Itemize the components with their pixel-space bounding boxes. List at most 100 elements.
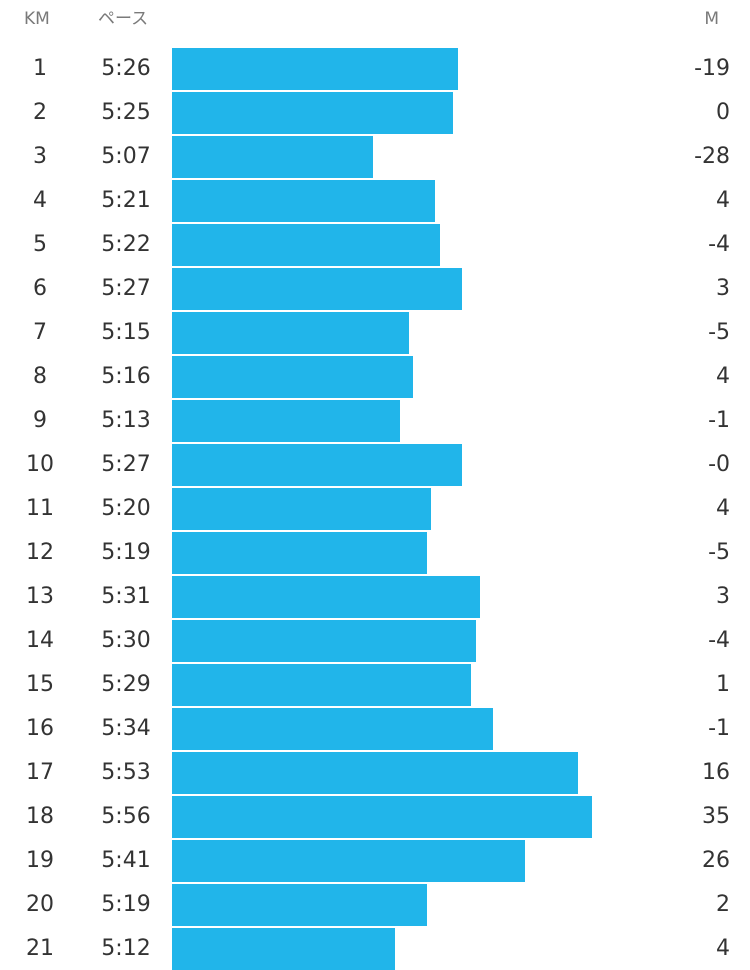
- km-label: 19: [26, 848, 54, 873]
- elevation-label: 0: [716, 100, 730, 125]
- elevation-label: 26: [702, 848, 730, 873]
- pace-label: 5:16: [101, 364, 151, 389]
- pace-bar: [172, 840, 525, 882]
- pace-bar: [172, 400, 400, 442]
- km-label: 8: [33, 364, 47, 389]
- elevation-label: -1: [708, 408, 730, 433]
- elevation-label: -4: [708, 628, 730, 653]
- split-row: 19 5:41 26: [0, 840, 750, 882]
- pace-label: 5:41: [101, 848, 151, 873]
- elevation-label: 16: [702, 760, 730, 785]
- pace-bar: [172, 532, 427, 574]
- km-label: 7: [33, 320, 47, 345]
- pace-label: 5:27: [101, 452, 151, 477]
- pace-bar: [172, 796, 592, 838]
- pace-bar: [172, 488, 431, 530]
- pace-label: 5:53: [101, 760, 151, 785]
- split-row: 4 5:21 4: [0, 180, 750, 222]
- km-label: 9: [33, 408, 47, 433]
- split-row: 17 5:53 16: [0, 752, 750, 794]
- split-row: 11 5:20 4: [0, 488, 750, 530]
- km-label: 5: [33, 232, 47, 257]
- pace-bar: [172, 884, 427, 926]
- pace-label: 5:12: [101, 936, 151, 961]
- elevation-label: 4: [716, 188, 730, 213]
- split-row: 7 5:15 -5: [0, 312, 750, 354]
- split-row: 13 5:31 3: [0, 576, 750, 618]
- km-label: 15: [26, 672, 54, 697]
- elevation-label: -5: [708, 320, 730, 345]
- km-label: 1: [33, 56, 47, 81]
- km-label: 4: [33, 188, 47, 213]
- split-row: 20 5:19 2: [0, 884, 750, 926]
- split-row: 10 5:27 -0: [0, 444, 750, 486]
- split-row: 21 5:12 4: [0, 928, 750, 970]
- pace-bar: [172, 268, 463, 310]
- pace-label: 5:27: [101, 276, 151, 301]
- elevation-label: -0: [708, 452, 730, 477]
- pace-bar: [172, 136, 373, 178]
- km-column-header: KM: [24, 9, 50, 29]
- km-label: 18: [26, 804, 54, 829]
- elevation-label: 3: [716, 584, 730, 609]
- pace-label: 5:19: [101, 892, 151, 917]
- elevation-label: 4: [716, 496, 730, 521]
- pace-bar: [172, 752, 579, 794]
- km-label: 14: [26, 628, 54, 653]
- split-row: 6 5:27 3: [0, 268, 750, 310]
- split-row: 12 5:19 -5: [0, 532, 750, 574]
- split-row: 3 5:07 -28: [0, 136, 750, 178]
- pace-bar: [172, 92, 454, 134]
- pace-bar: [172, 664, 472, 706]
- pace-label: 5:15: [101, 320, 151, 345]
- pace-label: 5:07: [101, 144, 151, 169]
- split-row: 2 5:25 0: [0, 92, 750, 134]
- pace-bar: [172, 312, 409, 354]
- pace-label: 5:19: [101, 540, 151, 565]
- km-label: 21: [26, 936, 54, 961]
- pace-label: 5:26: [101, 56, 151, 81]
- km-label: 13: [26, 584, 54, 609]
- pace-label: 5:30: [101, 628, 151, 653]
- pace-bar: [172, 620, 476, 662]
- elevation-label: -4: [708, 232, 730, 257]
- split-row: 5 5:22 -4: [0, 224, 750, 266]
- km-label: 20: [26, 892, 54, 917]
- split-row: 14 5:30 -4: [0, 620, 750, 662]
- pace-label: 5:34: [101, 716, 151, 741]
- pace-bar: [172, 180, 436, 222]
- split-row: 15 5:29 1: [0, 664, 750, 706]
- elevation-label: -5: [708, 540, 730, 565]
- split-row: 1 5:26 -19: [0, 48, 750, 90]
- split-row: 8 5:16 4: [0, 356, 750, 398]
- km-label: 12: [26, 540, 54, 565]
- pace-column-header: ペース: [98, 9, 149, 29]
- pace-bar: [172, 48, 458, 90]
- km-label: 6: [33, 276, 47, 301]
- km-label: 2: [33, 100, 47, 125]
- pace-label: 5:29: [101, 672, 151, 697]
- pace-label: 5:31: [101, 584, 151, 609]
- pace-label: 5:20: [101, 496, 151, 521]
- split-row: 16 5:34 -1: [0, 708, 750, 750]
- km-label: 17: [26, 760, 54, 785]
- elevation-label: -1: [708, 716, 730, 741]
- pace-label: 5:22: [101, 232, 151, 257]
- elevation-label: 3: [716, 276, 730, 301]
- elevation-label: -19: [694, 56, 730, 81]
- km-label: 3: [33, 144, 47, 169]
- km-label: 16: [26, 716, 54, 741]
- split-row: 9 5:13 -1: [0, 400, 750, 442]
- pace-bar: [172, 356, 414, 398]
- pace-bar: [172, 576, 481, 618]
- pace-bar: [172, 708, 494, 750]
- pace-bar: [172, 928, 396, 970]
- elevation-label: 4: [716, 936, 730, 961]
- elevation-label: 35: [702, 804, 730, 829]
- table-header: KM ペース M: [0, 0, 750, 40]
- pace-label: 5:21: [101, 188, 151, 213]
- elevation-label: 4: [716, 364, 730, 389]
- pace-label: 5:13: [101, 408, 151, 433]
- km-label: 10: [26, 452, 54, 477]
- pace-label: 5:25: [101, 100, 151, 125]
